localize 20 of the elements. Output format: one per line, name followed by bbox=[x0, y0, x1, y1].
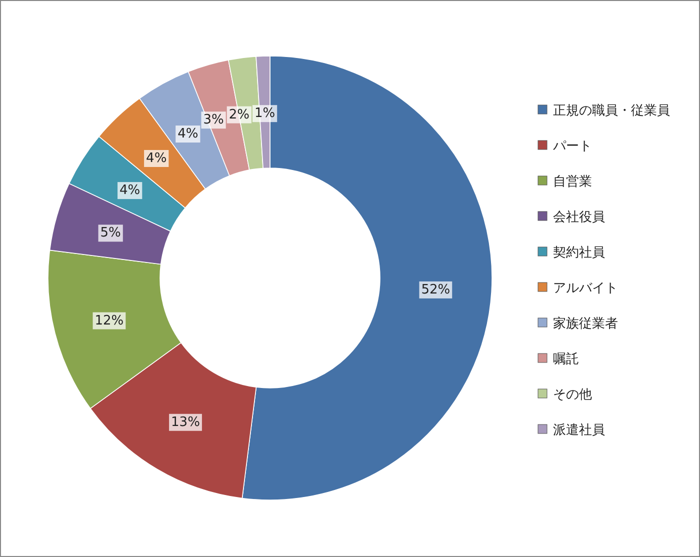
legend-label: 自営業 bbox=[553, 174, 592, 190]
data-label: 3% bbox=[203, 112, 224, 128]
data-label: 4% bbox=[178, 126, 198, 142]
legend-label: 嘱託 bbox=[553, 352, 579, 367]
legend-label: アルバイト bbox=[553, 281, 618, 296]
data-label: 13% bbox=[171, 414, 200, 430]
data-label: 52% bbox=[421, 282, 450, 298]
legend-label: 契約社員 bbox=[553, 246, 605, 260]
data-label: 5% bbox=[100, 226, 121, 241]
data-label: 4% bbox=[146, 150, 167, 166]
data-label: 1% bbox=[254, 106, 276, 122]
legend-label: その他 bbox=[553, 388, 592, 402]
legend-label: 派遣社員 bbox=[553, 423, 605, 438]
data-label: 4% bbox=[120, 183, 140, 198]
data-label: 2% bbox=[228, 107, 250, 122]
legend-label: 正規の職員・従業員 bbox=[553, 104, 670, 118]
legend-label: 家族従業者 bbox=[553, 316, 618, 332]
legend-label: パート bbox=[552, 139, 592, 154]
data-label: 12% bbox=[94, 313, 124, 328]
legend-label: 会社役員 bbox=[553, 210, 605, 225]
